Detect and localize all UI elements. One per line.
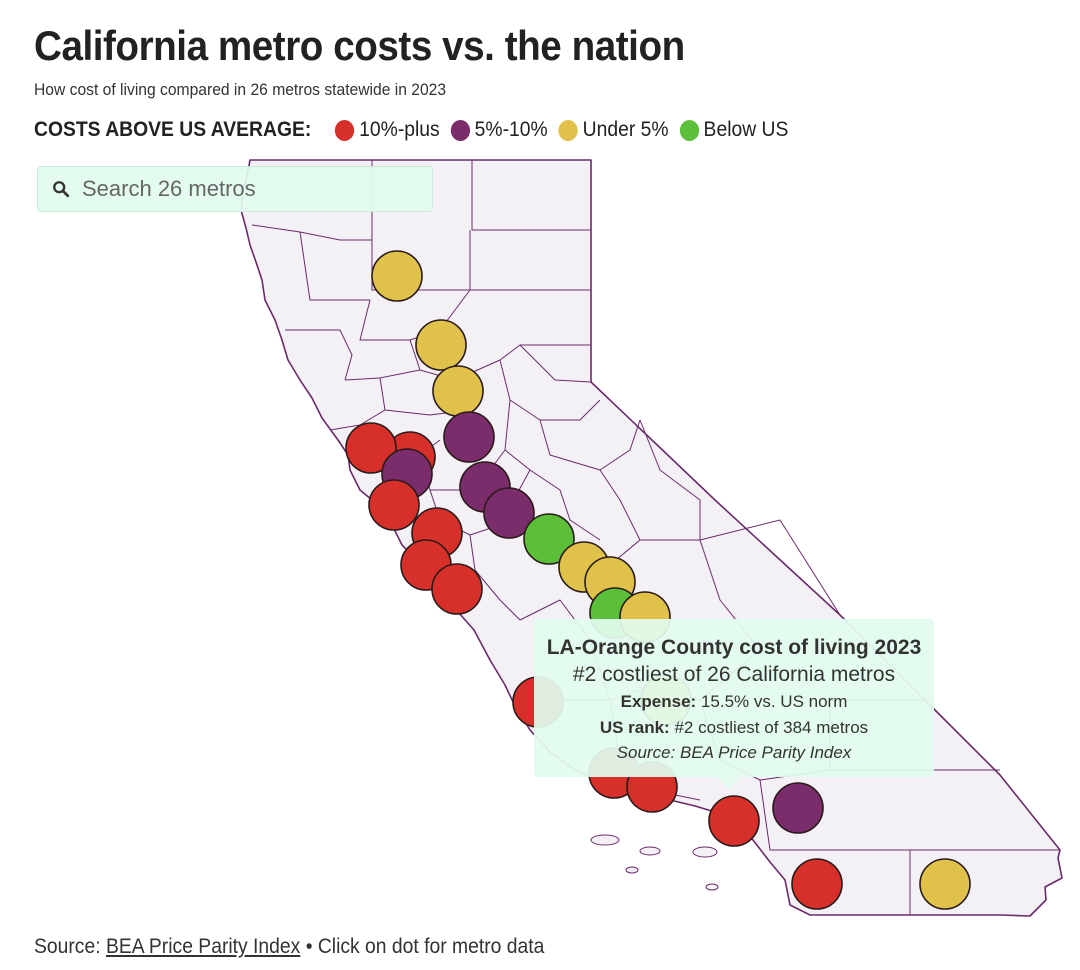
tooltip-source: Source: BEA Price Parity Index <box>616 743 852 762</box>
metro-dot[interactable] <box>432 365 484 417</box>
metro-dot[interactable] <box>772 782 824 834</box>
legend-item-10-plus: 10%-plus <box>335 118 440 142</box>
legend-item-label: Under 5% <box>582 118 669 141</box>
metro-dot[interactable] <box>415 319 467 371</box>
legend-item-label: 5%-10% <box>474 118 548 141</box>
legend: COSTS ABOVE US AVERAGE: 10%-plus 5%-10% … <box>34 118 799 142</box>
county-boundary <box>699 519 841 616</box>
footer: Source: BEA Price Parity Index • Click o… <box>34 935 544 959</box>
legend-swatch-yellow <box>558 119 579 141</box>
county-boundary <box>519 344 592 383</box>
page-title: California metro costs vs. the nation <box>34 22 685 69</box>
search-box <box>37 166 433 212</box>
metro-dot[interactable] <box>443 411 495 463</box>
island <box>625 866 639 874</box>
metro-tooltip: LA-Orange County cost of living 2023 #2 … <box>534 619 934 789</box>
legend-swatch-red <box>335 119 355 141</box>
metro-dot[interactable] <box>371 250 423 302</box>
metro-dot[interactable] <box>523 513 575 565</box>
metro-dot[interactable] <box>431 563 483 615</box>
legend-item-under-5: Under 5% <box>558 118 669 142</box>
metro-dot[interactable] <box>483 487 535 539</box>
tooltip-expense-value: 15.5% vs. US norm <box>700 692 848 711</box>
tooltip-us-rank-value: #2 costliest of 384 metros <box>674 718 869 737</box>
tooltip-title: LA-Orange County cost of living 2023 <box>546 636 922 659</box>
tooltip-expense-label: Expense: <box>620 692 697 711</box>
footer-prefix: Source: <box>34 935 106 958</box>
legend-item-5-10: 5%-10% <box>450 118 548 142</box>
metro-dot[interactable] <box>791 858 843 910</box>
footer-suffix: • Click on dot for metro data <box>300 935 545 958</box>
island <box>705 883 719 891</box>
source-link[interactable]: BEA Price Parity Index <box>105 935 301 958</box>
metro-dot[interactable] <box>368 479 420 531</box>
search-icon <box>53 181 70 198</box>
island <box>692 846 718 858</box>
tooltip-expense: Expense: 15.5% vs. US norm <box>534 689 934 715</box>
county-boundary <box>371 160 471 291</box>
county-boundary <box>499 469 601 541</box>
county-boundary <box>409 339 590 381</box>
tooltip-state-rank: #2 costliest of 26 California metros <box>572 663 896 686</box>
tooltip-us-rank: US rank: #2 costliest of 384 metros <box>534 715 934 741</box>
county-boundary <box>299 231 370 301</box>
county-boundary <box>251 224 372 241</box>
island <box>639 846 661 856</box>
metro-dot[interactable] <box>919 858 971 910</box>
island <box>590 834 620 846</box>
county-boundary <box>285 329 353 381</box>
legend-item-below-us: Below US <box>679 118 789 142</box>
legend-item-label: 10%-plus <box>359 118 440 141</box>
legend-swatch-green <box>679 119 699 141</box>
tooltip-us-rank-label: US rank: <box>599 718 670 737</box>
search-input[interactable] <box>82 176 412 202</box>
county-boundary <box>469 534 521 621</box>
metro-dot[interactable] <box>345 422 397 474</box>
county-boundary <box>471 160 590 231</box>
page-subtitle: How cost of living compared in 26 metros… <box>34 80 447 99</box>
county-boundary <box>759 779 911 915</box>
legend-label: COSTS ABOVE US AVERAGE: <box>34 118 312 141</box>
metro-dot[interactable] <box>708 795 760 847</box>
legend-item-label: Below US <box>703 118 789 141</box>
legend-swatch-purple <box>450 119 471 141</box>
